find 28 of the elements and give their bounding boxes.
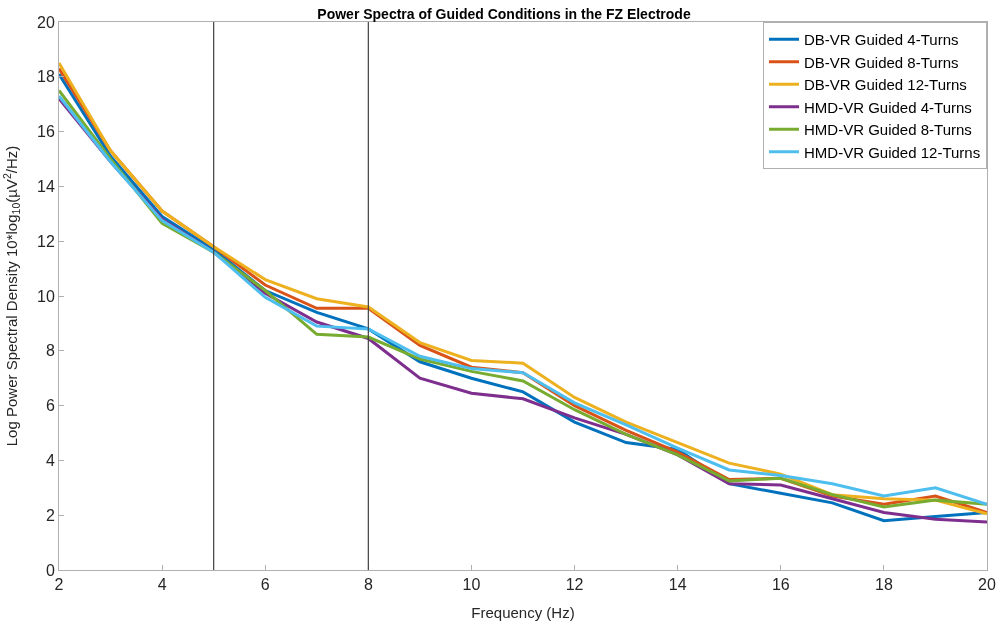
x-tick-label: 4 <box>157 576 167 594</box>
legend-label: HMD-VR Guided 4-Turns <box>804 98 972 116</box>
x-tick-label: 18 <box>874 576 893 594</box>
chart-title: Power Spectra of Guided Conditions in the FZ Electrode <box>317 6 691 23</box>
y-tick-label: 12 <box>37 232 55 250</box>
x-tick-label: 16 <box>771 576 790 594</box>
y-tick-label: 2 <box>45 506 55 524</box>
y-tick-label: 0 <box>45 561 55 579</box>
legend-label: DB-VR Guided 4-Turns <box>804 31 959 49</box>
y-tick-label: 4 <box>45 452 55 469</box>
x-tick-label: 6 <box>260 576 270 594</box>
y-tick-label: 16 <box>37 123 55 141</box>
y-tick-label: 8 <box>45 342 55 360</box>
legend-label: HMD-VR Guided 8-Turns <box>804 121 972 139</box>
legend-label: DB-VR Guided 12-Turns <box>804 76 967 94</box>
y-tick-label: 18 <box>37 68 55 86</box>
x-tick-label: 14 <box>668 576 687 594</box>
legend-label: HMD-VR Guided 12-Turns <box>804 143 981 161</box>
y-tick-label: 20 <box>37 13 55 31</box>
x-tick-label: 20 <box>978 576 996 594</box>
x-tick-label: 12 <box>565 576 584 594</box>
y-tick-label: 10 <box>37 287 55 305</box>
x-tick-label: 10 <box>462 576 481 594</box>
x-axis-title: Frequency (Hz) <box>471 604 575 622</box>
legend-label: DB-VR Guided 8-Turns <box>804 53 959 71</box>
y-tick-label: 6 <box>45 397 55 415</box>
x-tick-label: 8 <box>363 576 373 594</box>
y-tick-label: 14 <box>37 178 55 195</box>
